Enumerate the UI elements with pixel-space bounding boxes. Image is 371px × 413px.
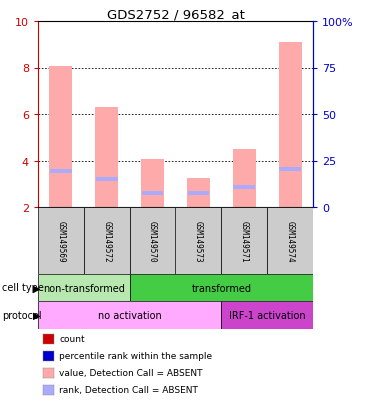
Bar (142, 192, 164, 196)
Bar (130, 274, 313, 301)
Text: non-transformed: non-transformed (43, 283, 125, 293)
Bar (84, 207, 130, 274)
Bar (279, 43, 302, 207)
Text: count: count (59, 335, 85, 344)
Bar (141, 160, 164, 207)
Text: ▶: ▶ (33, 310, 40, 320)
Text: rank, Detection Call = ABSENT: rank, Detection Call = ABSENT (59, 386, 198, 394)
Text: cell type: cell type (2, 283, 44, 293)
Bar (221, 301, 313, 329)
Text: GSM149572: GSM149572 (102, 220, 111, 262)
Text: GSM149573: GSM149573 (194, 220, 203, 262)
Bar (95, 108, 118, 207)
Bar (175, 207, 221, 274)
Bar (187, 178, 210, 207)
Bar (279, 167, 301, 171)
Bar (233, 186, 255, 190)
Text: GSM149570: GSM149570 (148, 220, 157, 262)
Bar (38, 207, 84, 274)
Bar (187, 192, 209, 196)
Text: ▶: ▶ (33, 283, 40, 293)
Title: GDS2752 / 96582_at: GDS2752 / 96582_at (106, 8, 244, 21)
Text: percentile rank within the sample: percentile rank within the sample (59, 351, 213, 361)
Bar (221, 207, 267, 274)
Text: value, Detection Call = ABSENT: value, Detection Call = ABSENT (59, 369, 203, 377)
Text: IRF-1 activation: IRF-1 activation (229, 310, 305, 320)
Bar (50, 169, 72, 173)
Bar (130, 207, 175, 274)
Text: GSM149571: GSM149571 (240, 220, 249, 262)
Text: transformed: transformed (191, 283, 251, 293)
Text: protocol: protocol (2, 310, 42, 320)
Bar (49, 67, 72, 207)
Text: no activation: no activation (98, 310, 161, 320)
Bar (96, 178, 118, 182)
Text: GSM149569: GSM149569 (56, 220, 65, 262)
Text: GSM149574: GSM149574 (286, 220, 295, 262)
Bar (38, 274, 130, 301)
Bar (233, 150, 256, 207)
Bar (38, 301, 221, 329)
Bar (267, 207, 313, 274)
